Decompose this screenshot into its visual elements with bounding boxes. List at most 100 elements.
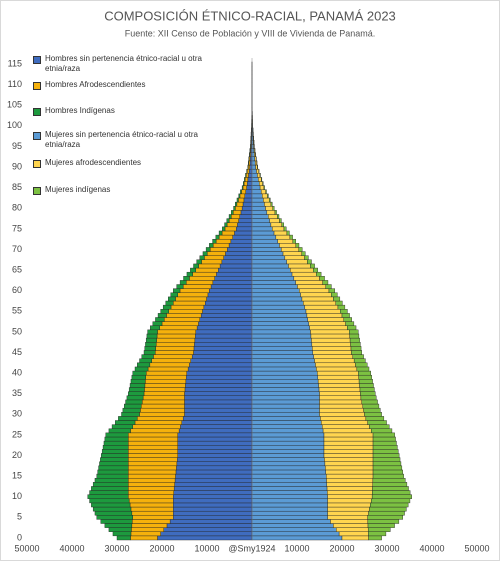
bar: [358, 379, 373, 384]
bar: [231, 214, 240, 219]
bar: [168, 296, 176, 302]
bar: [295, 243, 300, 248]
bar: [254, 156, 257, 162]
bar: [245, 189, 253, 195]
bar: [248, 173, 253, 178]
y-tick-label: 20: [12, 450, 22, 460]
bar: [170, 292, 178, 298]
bar: [251, 486, 328, 491]
bar: [318, 383, 360, 388]
bar: [311, 342, 351, 347]
bar: [103, 440, 129, 446]
bar: [156, 337, 196, 343]
bar: [279, 243, 297, 248]
y-tick-label: 45: [12, 347, 22, 357]
bar: [350, 342, 361, 347]
y-tick-label: 85: [12, 182, 22, 192]
bar: [367, 519, 400, 524]
bar: [326, 473, 374, 479]
bar: [304, 255, 309, 260]
bar: [251, 251, 284, 256]
bar: [185, 383, 253, 388]
bar: [207, 251, 226, 256]
bar: [277, 238, 294, 244]
bar: [251, 432, 325, 438]
bar: [173, 506, 253, 512]
bar: [91, 502, 131, 508]
bar: [128, 490, 174, 495]
bar: [251, 201, 265, 207]
bar: [251, 358, 315, 364]
bar: [128, 440, 178, 446]
bar: [251, 317, 308, 322]
bar: [224, 222, 228, 228]
bar: [251, 214, 269, 219]
x-tick-label: 40000: [419, 543, 444, 553]
bar: [251, 399, 320, 405]
bar: [251, 379, 319, 384]
bar: [341, 535, 369, 541]
y-tick-label: 80: [12, 203, 22, 213]
bar: [130, 531, 161, 537]
bar: [251, 247, 282, 252]
bar: [251, 333, 312, 339]
bar: [177, 445, 253, 450]
bar: [319, 412, 365, 417]
bar: [251, 420, 322, 425]
bar: [155, 346, 195, 351]
bar: [179, 288, 210, 293]
bar: [281, 222, 284, 228]
bar: [251, 506, 328, 512]
bar: [259, 181, 263, 186]
bar: [114, 420, 136, 425]
bar: [351, 350, 363, 355]
bar: [144, 346, 156, 351]
bar: [194, 337, 253, 343]
bar: [128, 469, 177, 475]
y-tick-label: 25: [12, 429, 22, 439]
bar: [372, 465, 403, 471]
bar: [142, 395, 185, 401]
bar: [360, 391, 376, 396]
bar: [291, 271, 317, 277]
x-tick-label: 10000: [194, 543, 219, 553]
bar: [201, 259, 223, 265]
bar: [251, 321, 309, 326]
bar: [364, 412, 382, 417]
bar: [251, 267, 291, 273]
bar: [185, 379, 253, 384]
bar: [178, 428, 253, 434]
bar: [251, 482, 327, 487]
bar: [146, 370, 187, 376]
bar: [183, 276, 190, 281]
bar: [231, 210, 234, 215]
bar: [233, 206, 236, 211]
bar: [157, 329, 196, 335]
bar: [96, 473, 129, 479]
bar: [338, 531, 369, 537]
bar: [108, 527, 132, 532]
bar: [236, 197, 239, 203]
bar: [251, 490, 328, 495]
bar: [175, 296, 207, 302]
bar: [256, 168, 259, 174]
x-tick-label: 20000: [329, 543, 354, 553]
bar: [144, 383, 186, 388]
bar: [295, 280, 323, 285]
bar: [180, 424, 253, 429]
bar: [251, 284, 298, 289]
bar: [160, 309, 169, 314]
bar: [116, 535, 131, 541]
x-tick-label: 40000: [59, 543, 84, 553]
bar: [239, 193, 246, 199]
y-tick-label: 55: [12, 306, 22, 316]
bar: [121, 412, 140, 417]
bar: [322, 428, 372, 434]
bar: [104, 523, 133, 528]
bar: [251, 185, 261, 190]
bar: [118, 416, 138, 421]
bar: [241, 206, 253, 211]
bar: [359, 383, 374, 388]
legend-item: Mujeres afrodescendientes: [33, 158, 208, 168]
bar: [128, 432, 178, 438]
